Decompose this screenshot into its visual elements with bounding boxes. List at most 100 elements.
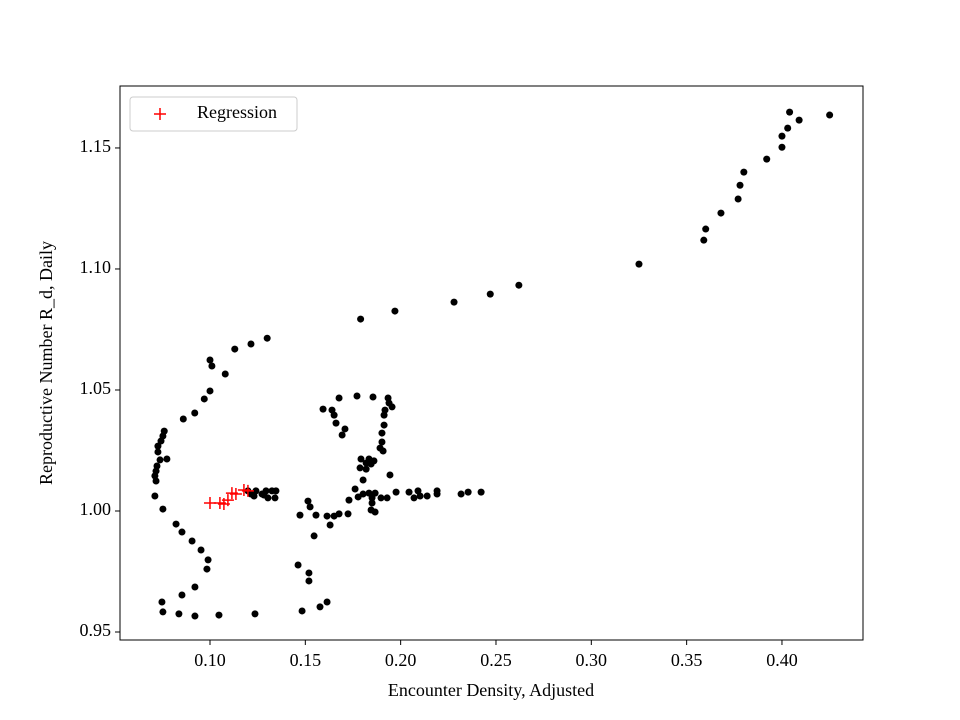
point: [369, 393, 377, 401]
point: [335, 510, 343, 518]
point: [305, 569, 313, 577]
x-tick-label: 0.25: [480, 650, 512, 670]
point: [152, 477, 160, 485]
point: [221, 370, 229, 378]
point: [457, 490, 465, 498]
point: [294, 561, 302, 569]
point: [250, 492, 258, 500]
point: [433, 490, 441, 498]
point: [734, 195, 742, 203]
point: [191, 612, 199, 620]
point: [778, 132, 786, 140]
point: [378, 429, 386, 437]
point: [377, 494, 385, 502]
point: [700, 236, 708, 244]
point: [359, 490, 367, 498]
point: [323, 598, 331, 606]
point: [359, 476, 367, 484]
y-axis-label: Reproductive Number R_d, Daily: [36, 241, 56, 485]
point: [763, 155, 771, 163]
point: [172, 520, 180, 528]
x-tick-label: 0.20: [385, 650, 417, 670]
y-tick-label: 1.05: [80, 378, 112, 398]
point: [378, 438, 386, 446]
point: [388, 403, 396, 411]
point: [383, 494, 391, 502]
point: [204, 556, 212, 564]
point: [178, 528, 186, 536]
point: [335, 394, 343, 402]
point: [326, 521, 334, 529]
x-tick-label: 0.15: [290, 650, 322, 670]
point: [368, 499, 376, 507]
point: [464, 488, 472, 496]
point: [206, 387, 214, 395]
point: [356, 464, 364, 472]
point: [635, 260, 643, 268]
point: [381, 406, 389, 414]
point: [353, 392, 361, 400]
point: [197, 546, 205, 554]
point: [379, 447, 387, 455]
point: [154, 448, 162, 456]
point: [351, 485, 359, 493]
point: [367, 460, 375, 468]
point: [338, 431, 346, 439]
point: [179, 415, 187, 423]
point: [332, 419, 340, 427]
point: [231, 345, 239, 353]
point: [371, 508, 379, 516]
point: [410, 494, 418, 502]
point: [151, 492, 159, 500]
point: [175, 610, 183, 618]
point: [163, 455, 171, 463]
point: [260, 491, 268, 499]
point: [305, 577, 313, 585]
point: [203, 565, 211, 573]
point: [450, 298, 458, 306]
point: [515, 281, 523, 289]
point: [191, 583, 199, 591]
point: [159, 608, 167, 616]
point: [778, 143, 786, 151]
y-tick-label: 1.10: [80, 257, 112, 277]
legend-marker: [154, 108, 166, 120]
point: [392, 488, 400, 496]
point: [405, 488, 413, 496]
point: [736, 181, 744, 189]
point: [272, 487, 280, 495]
point: [154, 442, 162, 450]
point: [229, 488, 242, 501]
x-tick-label: 0.10: [194, 650, 226, 670]
point: [486, 290, 494, 298]
point: [344, 510, 352, 518]
x-tick-label: 0.35: [671, 650, 703, 670]
y-tick-label: 1.00: [80, 499, 112, 519]
point: [206, 356, 214, 364]
point: [330, 411, 338, 419]
point: [362, 465, 370, 473]
point: [786, 108, 794, 116]
point: [316, 603, 324, 611]
point: [423, 492, 431, 500]
x-tick-label: 0.30: [576, 650, 608, 670]
x-tick-label: 0.40: [766, 650, 798, 670]
point: [416, 492, 424, 500]
point: [188, 537, 196, 545]
point: [357, 315, 365, 323]
point: [271, 494, 279, 502]
point: [357, 455, 365, 463]
point: [191, 409, 199, 417]
point: [200, 395, 208, 403]
point: [221, 494, 234, 507]
point: [298, 607, 306, 615]
point: [386, 471, 394, 479]
y-tick-label: 1.15: [80, 136, 112, 156]
point: [826, 111, 834, 119]
point: [241, 484, 254, 497]
point: [717, 209, 725, 217]
point: [304, 497, 312, 505]
point: [247, 340, 255, 348]
point: [702, 225, 710, 233]
point: [795, 116, 803, 124]
